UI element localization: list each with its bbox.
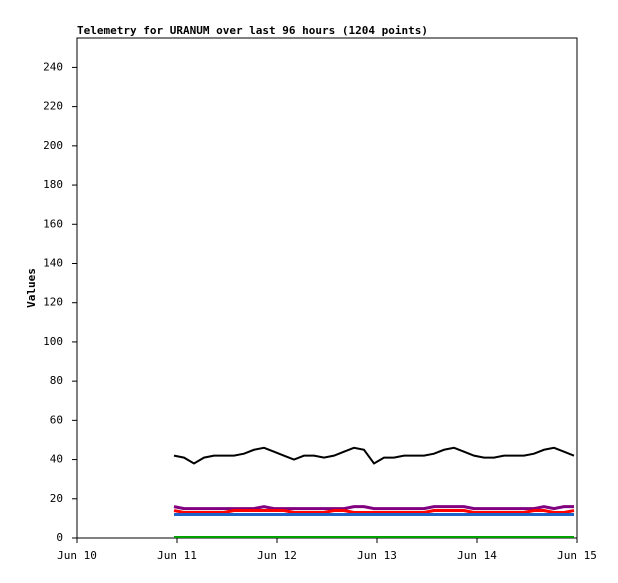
y-tick-label: 220 — [43, 100, 63, 113]
y-tick-label: 160 — [43, 217, 63, 230]
chart-title: Telemetry for URANUM over last 96 hours … — [77, 24, 428, 37]
y-tick-label: 0 — [56, 531, 63, 544]
y-tick-label: 140 — [43, 256, 63, 269]
y-tick-label: 180 — [43, 178, 63, 191]
y-axis-label: Values — [25, 268, 38, 308]
y-tick-label: 20 — [50, 492, 63, 505]
x-tick-label: Jun 12 — [257, 549, 297, 562]
series-line — [173, 505, 574, 511]
x-tick-label: Jun 10 — [57, 549, 97, 562]
y-tick-label: 40 — [50, 453, 63, 466]
y-tick-label: 80 — [50, 374, 63, 387]
x-tick-label: Jun 11 — [157, 549, 197, 562]
y-tick-label: 200 — [43, 139, 63, 152]
y-tick-label: 120 — [43, 296, 63, 309]
x-tick-label: Jun 13 — [357, 549, 397, 562]
y-tick-label: 240 — [43, 60, 63, 73]
y-tick-label: 60 — [50, 413, 63, 426]
plot-frame — [76, 37, 578, 539]
y-tick-label: 100 — [43, 335, 63, 348]
x-tick-label: Jun 14 — [457, 549, 497, 562]
series-line — [173, 509, 575, 515]
series-line — [173, 446, 575, 465]
x-tick-label: Jun 15 — [557, 549, 597, 562]
